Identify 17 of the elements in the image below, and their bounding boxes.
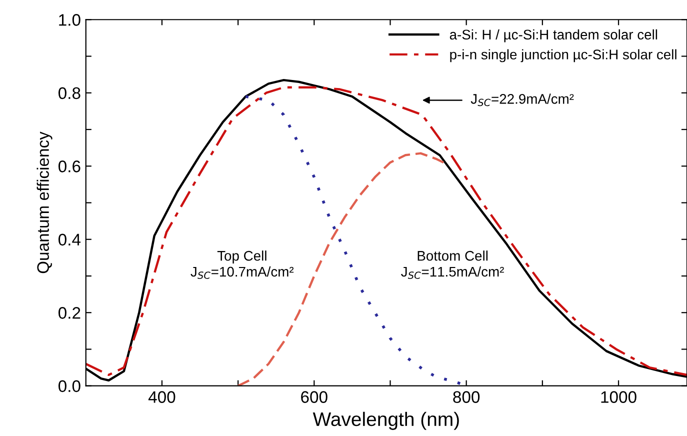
legend-label: p-i-n single junction µc-Si:H solar cell	[450, 49, 676, 62]
y-tick-label: 0.6	[58, 160, 80, 172]
x-tick-label: 1000	[601, 391, 636, 403]
y-tick-label: 0.8	[58, 87, 80, 100]
x-tick-label: 800	[453, 391, 480, 403]
x-axis-title: Wavelength (nm)	[312, 412, 459, 430]
y-tick-label: 0.4	[58, 234, 81, 246]
legend-label: a-Si: H / µc-Si:H tandem solar cell	[450, 29, 658, 42]
x-tick-label: 600	[301, 391, 328, 403]
y-tick-label: 1.0	[59, 14, 80, 26]
y-tick-label: 0.2	[58, 307, 80, 319]
x-tick-label: 400	[148, 391, 176, 403]
annotation: J$_{SC}$=22.9mA/cm²	[470, 94, 574, 106]
y-tick-label: 0.0	[58, 380, 80, 392]
text: Top Cell J$_{SC}$=10.7mA/cm²	[190, 250, 294, 279]
annotation: Bottom Cell J$_{SC}$=11.5mA/cm²	[401, 250, 504, 279]
y-axis-title: Quantum efficiency	[36, 132, 52, 274]
